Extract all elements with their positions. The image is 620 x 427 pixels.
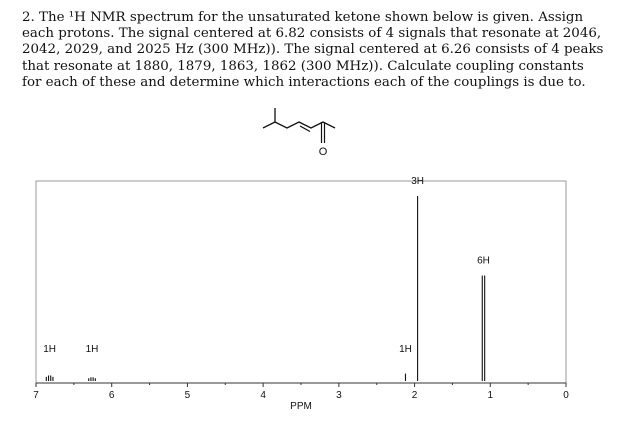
integration-label: 1H	[399, 344, 412, 355]
integration-label: 3H	[411, 176, 424, 187]
x-tick-label: 2	[412, 390, 418, 401]
oxygen-atom-label: O	[319, 146, 328, 158]
ketone-structure: O	[262, 108, 336, 158]
nmr-peak	[45, 375, 54, 381]
x-tick-label: 0	[563, 390, 569, 401]
x-tick-label: 6	[109, 390, 115, 401]
spectrum-peaks	[45, 196, 486, 381]
question-line-2: each protons. The signal centered at 6.8…	[22, 26, 602, 42]
x-tick-label: 1	[488, 390, 494, 401]
integration-label: 1H	[86, 344, 99, 355]
question-line-1: 2. The ¹H NMR spectrum for the unsaturat…	[22, 10, 584, 25]
integration-labels: 1H 1H 1H 3H 6H	[43, 176, 490, 355]
nmr-peak	[88, 377, 96, 381]
nmr-peak	[481, 275, 486, 381]
question-text: 2. The ¹H NMR spectrum for the unsaturat…	[22, 10, 612, 91]
plot-frame	[35, 180, 567, 384]
x-axis-label: PPM	[290, 401, 312, 412]
x-tick-label: 3	[336, 390, 342, 401]
x-axis-ticks: 7 6 5 4 3 2 1 0	[33, 383, 569, 401]
x-tick-label: 4	[260, 390, 266, 401]
x-tick-label: 7	[33, 390, 39, 401]
integration-label: 6H	[477, 256, 490, 267]
question-line-4: that resonate at 1880, 1879, 1863, 1862 …	[22, 58, 584, 74]
integration-label: 1H	[43, 344, 56, 355]
question-line-5: for each of these and determine which in…	[22, 74, 586, 90]
x-tick-label: 5	[185, 390, 191, 401]
question-line-3: 2042, 2029, and 2025 Hz (300 MHz)). The …	[22, 42, 604, 58]
alkene-double-bond	[299, 125, 311, 133]
